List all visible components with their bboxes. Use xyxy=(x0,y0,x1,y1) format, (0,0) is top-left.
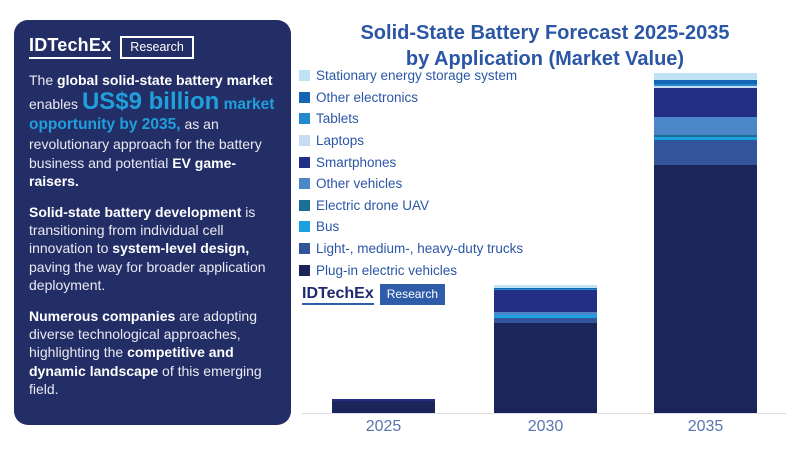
legend-swatch xyxy=(299,243,310,255)
info-panel: IDTechEx Research The global solid-state… xyxy=(14,20,291,425)
bar-segment xyxy=(494,290,597,312)
text-run: is transitioning from individual cell in… xyxy=(29,204,256,257)
chart-title: Solid-State Battery Forecast 2025-2035 b… xyxy=(305,20,785,72)
text-run-bold: EV game-raisers. xyxy=(29,154,237,189)
bar-2030 xyxy=(494,284,597,413)
legend-swatch xyxy=(299,156,310,168)
bar-segment xyxy=(654,86,757,88)
legend-item: Other vehicles xyxy=(299,173,523,195)
bar-segment xyxy=(494,314,597,316)
bar-segment xyxy=(654,80,757,85)
chart-legend: Stationary energy storage system Other el… xyxy=(299,65,523,281)
bar-segment xyxy=(332,400,435,413)
panel-paragraph-1: The global solid-state battery market en… xyxy=(29,71,276,190)
bar-segment xyxy=(654,136,757,140)
idtechex-logo: IDTechEx Research xyxy=(29,35,276,59)
legend-swatch xyxy=(299,113,310,125)
bar-segment xyxy=(332,399,435,401)
bar-segment xyxy=(654,135,757,137)
idtechex-logo-small: IDTechEx Research xyxy=(302,284,446,305)
text-run: as an revolutionary approach for the bat… xyxy=(29,116,262,171)
legend-label: Tablets xyxy=(316,111,359,127)
legend-swatch xyxy=(299,178,310,190)
bar-2025 xyxy=(332,399,435,413)
legend-item: Electric drone UAV xyxy=(299,195,523,217)
text-run: paving the way for broader application d… xyxy=(29,258,266,293)
x-axis-label: 2035 xyxy=(687,418,724,435)
panel-paragraph-3: Numerous companies are adopting diverse … xyxy=(29,307,276,398)
bar-segment xyxy=(654,165,757,413)
chart-title-line1: Solid-State Battery Forecast 2025-2035 xyxy=(360,22,730,44)
bar-segment xyxy=(494,284,597,288)
legend-item: Bus xyxy=(299,216,523,238)
bar-segment xyxy=(654,139,757,166)
bar-segment xyxy=(494,289,597,291)
text-run-bold: global solid-state battery market xyxy=(57,72,273,88)
legend-item: Stationary energy storage system xyxy=(299,65,523,87)
bar-segment xyxy=(654,84,757,87)
legend-swatch xyxy=(299,91,310,103)
legend-label: Smartphones xyxy=(316,154,397,170)
panel-paragraph-2: Solid-state battery development is trans… xyxy=(29,203,276,294)
x-axis-line xyxy=(302,413,786,414)
legend-item: Light-, medium-, heavy-duty trucks xyxy=(299,238,523,260)
bar-2035 xyxy=(654,72,757,413)
text-run-bold: competitive and dynamic landscape xyxy=(29,344,234,379)
legend-label: Bus xyxy=(316,219,340,235)
text-run-bold: Solid-state battery development xyxy=(29,204,242,221)
idtechex-logo-small-research-badge: Research xyxy=(379,284,446,305)
legend-swatch xyxy=(299,70,310,82)
idtechex-logo-brand: IDTechEx xyxy=(29,35,112,59)
legend-label: Other vehicles xyxy=(316,176,403,192)
text-run: The xyxy=(29,72,58,88)
legend-item: Plug-in electric vehicles xyxy=(299,259,523,281)
bar-segment xyxy=(494,287,597,290)
chart-title-line2: by Application (Market Value) xyxy=(405,48,685,70)
bar-segment xyxy=(494,318,597,323)
highlight-us9-billion: US$9 billion xyxy=(81,88,220,116)
idtechex-logo-small-brand: IDTechEx xyxy=(302,285,374,305)
legend-label: Electric drone UAV xyxy=(316,197,430,213)
legend-label: Stationary energy storage system xyxy=(316,68,518,84)
legend-swatch xyxy=(299,135,310,147)
legend-label: Other electronics xyxy=(316,89,419,105)
bar-segment xyxy=(654,87,757,118)
legend-label: Light-, medium-, heavy-duty trucks xyxy=(316,241,524,257)
x-axis-label: 2030 xyxy=(527,418,564,435)
bar-segment xyxy=(494,315,597,319)
x-axis-label: 2025 xyxy=(365,418,402,435)
text-run: are adopting diverse technological appro… xyxy=(29,307,257,361)
legend-item: Laptops xyxy=(299,130,523,152)
text-run: enables xyxy=(29,96,82,113)
text-run-bold: Numerous companies xyxy=(29,307,176,324)
bar-segment xyxy=(654,72,757,81)
bar-segment xyxy=(494,311,597,315)
text-run: of this emerging field. xyxy=(29,362,262,397)
legend-item: Smartphones xyxy=(299,151,523,173)
text-run-bold: system-level design, xyxy=(112,240,250,257)
legend-swatch xyxy=(299,221,310,233)
bar-segment xyxy=(494,322,597,413)
highlight-market-opportunity: market opportunity by 2035, xyxy=(29,96,275,134)
legend-label: Plug-in electric vehicles xyxy=(316,262,458,278)
bar-segment xyxy=(654,117,757,136)
legend-item: Tablets xyxy=(299,108,523,130)
legend-swatch xyxy=(299,264,310,276)
legend-label: Laptops xyxy=(316,133,365,149)
legend-item: Other electronics xyxy=(299,87,523,109)
legend-swatch xyxy=(299,199,310,211)
idtechex-logo-research-badge: Research xyxy=(120,35,194,59)
